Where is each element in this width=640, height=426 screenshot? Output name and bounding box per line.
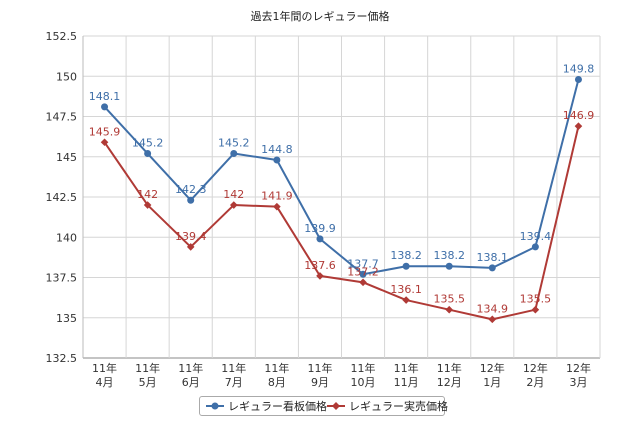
y-tick-label: 147.5 bbox=[46, 111, 78, 124]
x-tick-label-year: 12年 bbox=[566, 361, 591, 375]
data-label: 148.1 bbox=[89, 90, 121, 103]
legend: レギュラー看板価格 レギュラー実売価格 bbox=[199, 396, 448, 416]
x-tick-label-year: 11年 bbox=[264, 361, 289, 375]
x-tick-label-month: 2月 bbox=[526, 376, 544, 389]
x-tick-label-month: 6月 bbox=[182, 376, 200, 389]
x-tick-label-year: 12年 bbox=[523, 361, 548, 375]
y-tick-label: 142.5 bbox=[46, 191, 78, 204]
y-tick-label: 132.5 bbox=[46, 352, 78, 365]
x-tick-label-month: 4月 bbox=[96, 376, 114, 389]
x-tick-label-month: 3月 bbox=[569, 376, 587, 389]
data-point bbox=[273, 156, 281, 164]
chart-title: 過去1年間のレギュラー価格 bbox=[251, 9, 390, 23]
series-line bbox=[103, 125, 580, 321]
data-label: 135.5 bbox=[433, 293, 465, 306]
x-tick-label-month: 9月 bbox=[311, 376, 329, 389]
data-label: 135.5 bbox=[520, 293, 552, 306]
x-tick-label-month: 1月 bbox=[483, 376, 501, 389]
data-label: 142.3 bbox=[175, 183, 207, 196]
data-point bbox=[531, 305, 540, 314]
data-point bbox=[445, 305, 454, 314]
x-tick-label-month: 8月 bbox=[268, 376, 286, 389]
data-label: 142 bbox=[223, 188, 244, 201]
data-point bbox=[230, 150, 238, 158]
data-label: 142 bbox=[137, 188, 158, 201]
data-point bbox=[531, 243, 539, 251]
y-tick-label: 135 bbox=[56, 312, 77, 325]
data-point bbox=[574, 122, 583, 130]
data-point bbox=[359, 278, 367, 287]
data-point bbox=[187, 196, 195, 204]
data-point bbox=[101, 103, 109, 111]
grid bbox=[82, 35, 601, 359]
series-1: 145.9 142 139.4 142 141.9 137.6 137.2 136.1 135.… bbox=[89, 109, 595, 324]
legend-item-actual-price: レギュラー実売価格 bbox=[327, 398, 448, 414]
data-point bbox=[229, 201, 238, 209]
series-line bbox=[103, 79, 580, 276]
series-layer: 148.1 145.2 142.3 145.2 144.8 139.9 137.7 138.2… bbox=[89, 62, 595, 324]
x-tick-label-year: 11年 bbox=[437, 361, 462, 375]
x-tick-label-month: 7月 bbox=[225, 376, 243, 389]
data-label: 145.9 bbox=[89, 125, 121, 138]
data-label: 145.2 bbox=[132, 137, 164, 150]
data-label: 137.7 bbox=[347, 257, 379, 270]
data-label: 149.8 bbox=[563, 62, 595, 75]
x-tick-label-year: 11年 bbox=[178, 361, 203, 375]
data-label: 146.9 bbox=[563, 109, 595, 122]
data-point bbox=[273, 202, 281, 211]
data-label: 139.9 bbox=[304, 222, 336, 235]
x-tick-label-month: 11月 bbox=[394, 376, 419, 389]
x-tick-label-month: 5月 bbox=[139, 376, 157, 389]
data-label: 134.9 bbox=[477, 302, 509, 315]
x-tick-label-year: 11年 bbox=[394, 361, 419, 375]
data-label: 139.4 bbox=[520, 230, 552, 243]
data-label: 137.6 bbox=[304, 259, 336, 272]
y-tick-label: 145 bbox=[56, 151, 77, 164]
data-point bbox=[574, 75, 582, 83]
data-point bbox=[316, 235, 324, 243]
x-tick-label-year: 11年 bbox=[307, 361, 332, 375]
legend-label-list-price: レギュラー看板価格 bbox=[228, 400, 327, 413]
x-tick-label-year: 12年 bbox=[480, 361, 505, 375]
x-tick-label-year: 11年 bbox=[351, 361, 376, 375]
series-0: 148.1 145.2 142.3 145.2 144.8 139.9 137.7 138.2… bbox=[89, 62, 595, 278]
data-label: 138.1 bbox=[477, 251, 509, 264]
data-label: 145.2 bbox=[218, 137, 250, 150]
data-point bbox=[144, 150, 152, 158]
x-axis: 11年4月11年5月11年6月11年7月11年8月11年9月11年10月11年1… bbox=[92, 361, 591, 389]
x-tick-label-month: 10月 bbox=[351, 376, 376, 389]
x-tick-label-year: 11年 bbox=[92, 361, 117, 375]
data-point bbox=[402, 296, 410, 304]
data-label: 137.2 bbox=[347, 265, 379, 278]
data-point bbox=[402, 262, 410, 270]
data-label: 141.9 bbox=[261, 190, 293, 203]
data-label: 144.8 bbox=[261, 143, 293, 156]
legend-diamond-marker-icon bbox=[327, 402, 345, 410]
data-point bbox=[445, 262, 453, 270]
data-label: 139.4 bbox=[175, 230, 207, 243]
y-tick-label: 152.5 bbox=[46, 30, 78, 43]
data-point bbox=[316, 272, 324, 280]
legend-item-list-price: レギュラー看板価格 bbox=[206, 398, 327, 414]
x-tick-label-year: 11年 bbox=[135, 361, 160, 375]
data-point bbox=[100, 138, 109, 147]
data-point bbox=[359, 270, 367, 278]
data-point bbox=[186, 243, 195, 251]
y-tick-label: 150 bbox=[56, 70, 77, 83]
y-tick-label: 137.5 bbox=[46, 272, 78, 285]
legend-label-actual-price: レギュラー実売価格 bbox=[349, 400, 448, 413]
data-point bbox=[143, 201, 152, 209]
x-tick-label-month: 12月 bbox=[437, 376, 462, 389]
data-label: 136.1 bbox=[390, 283, 422, 296]
data-label: 138.2 bbox=[390, 249, 422, 262]
y-axis: 132.5 135 137.5 140 142.5 145 147.5 150 152.5 bbox=[46, 30, 78, 365]
x-tick-label-year: 11年 bbox=[221, 361, 246, 375]
data-point bbox=[488, 264, 496, 272]
y-tick-label: 140 bbox=[56, 231, 77, 244]
legend-circle-marker-icon bbox=[206, 402, 224, 410]
data-label: 138.2 bbox=[433, 249, 465, 262]
data-point bbox=[488, 315, 497, 324]
